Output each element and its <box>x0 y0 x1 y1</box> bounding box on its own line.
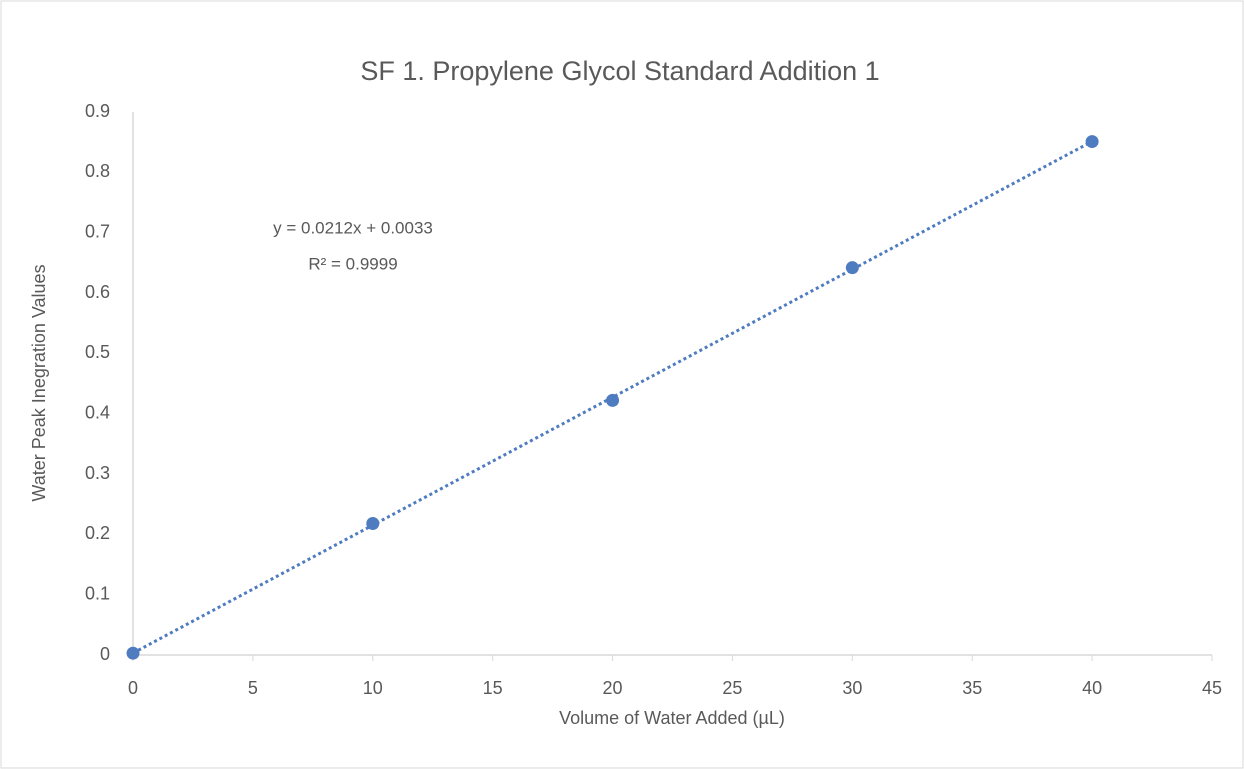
annotation: R² = 0.9999 <box>308 254 397 273</box>
y-tick-label: 0.2 <box>85 523 110 543</box>
x-tick-label: 20 <box>603 678 623 698</box>
x-tick-label: 15 <box>483 678 503 698</box>
trendline <box>132 140 1093 655</box>
y-tick-label: 0.7 <box>85 221 110 241</box>
y-tick-label: 0.3 <box>85 463 110 483</box>
y-tick-label: 0.1 <box>85 583 110 603</box>
y-tick-label: 0.4 <box>85 402 110 422</box>
data-point <box>845 261 859 275</box>
data-point <box>1085 135 1099 149</box>
data-point <box>126 646 140 660</box>
y-tick-label: 0 <box>100 644 110 664</box>
chart-title: SF 1. Propylene Glycol Standard Addition… <box>360 56 879 86</box>
x-tick-label: 0 <box>128 678 138 698</box>
y-tick-label: 0.5 <box>85 342 110 362</box>
x-tick-label: 10 <box>363 678 383 698</box>
y-axis-title: Water Peak Inegration Values <box>29 264 49 501</box>
data-point <box>366 516 380 530</box>
x-tick-label: 25 <box>722 678 742 698</box>
annotation: y = 0.0212x + 0.0033 <box>273 218 433 237</box>
x-tick-label: 45 <box>1202 678 1222 698</box>
x-tick-label: 40 <box>1082 678 1102 698</box>
x-tick-label: 35 <box>962 678 982 698</box>
x-axis-title: Volume of Water Added (µL) <box>559 708 785 728</box>
y-tick-label: 0.9 <box>85 101 110 121</box>
x-tick-label: 5 <box>248 678 258 698</box>
y-tick-label: 0.6 <box>85 282 110 302</box>
data-point <box>606 393 620 407</box>
y-tick-label: 0.8 <box>85 161 110 181</box>
x-tick-label: 30 <box>842 678 862 698</box>
